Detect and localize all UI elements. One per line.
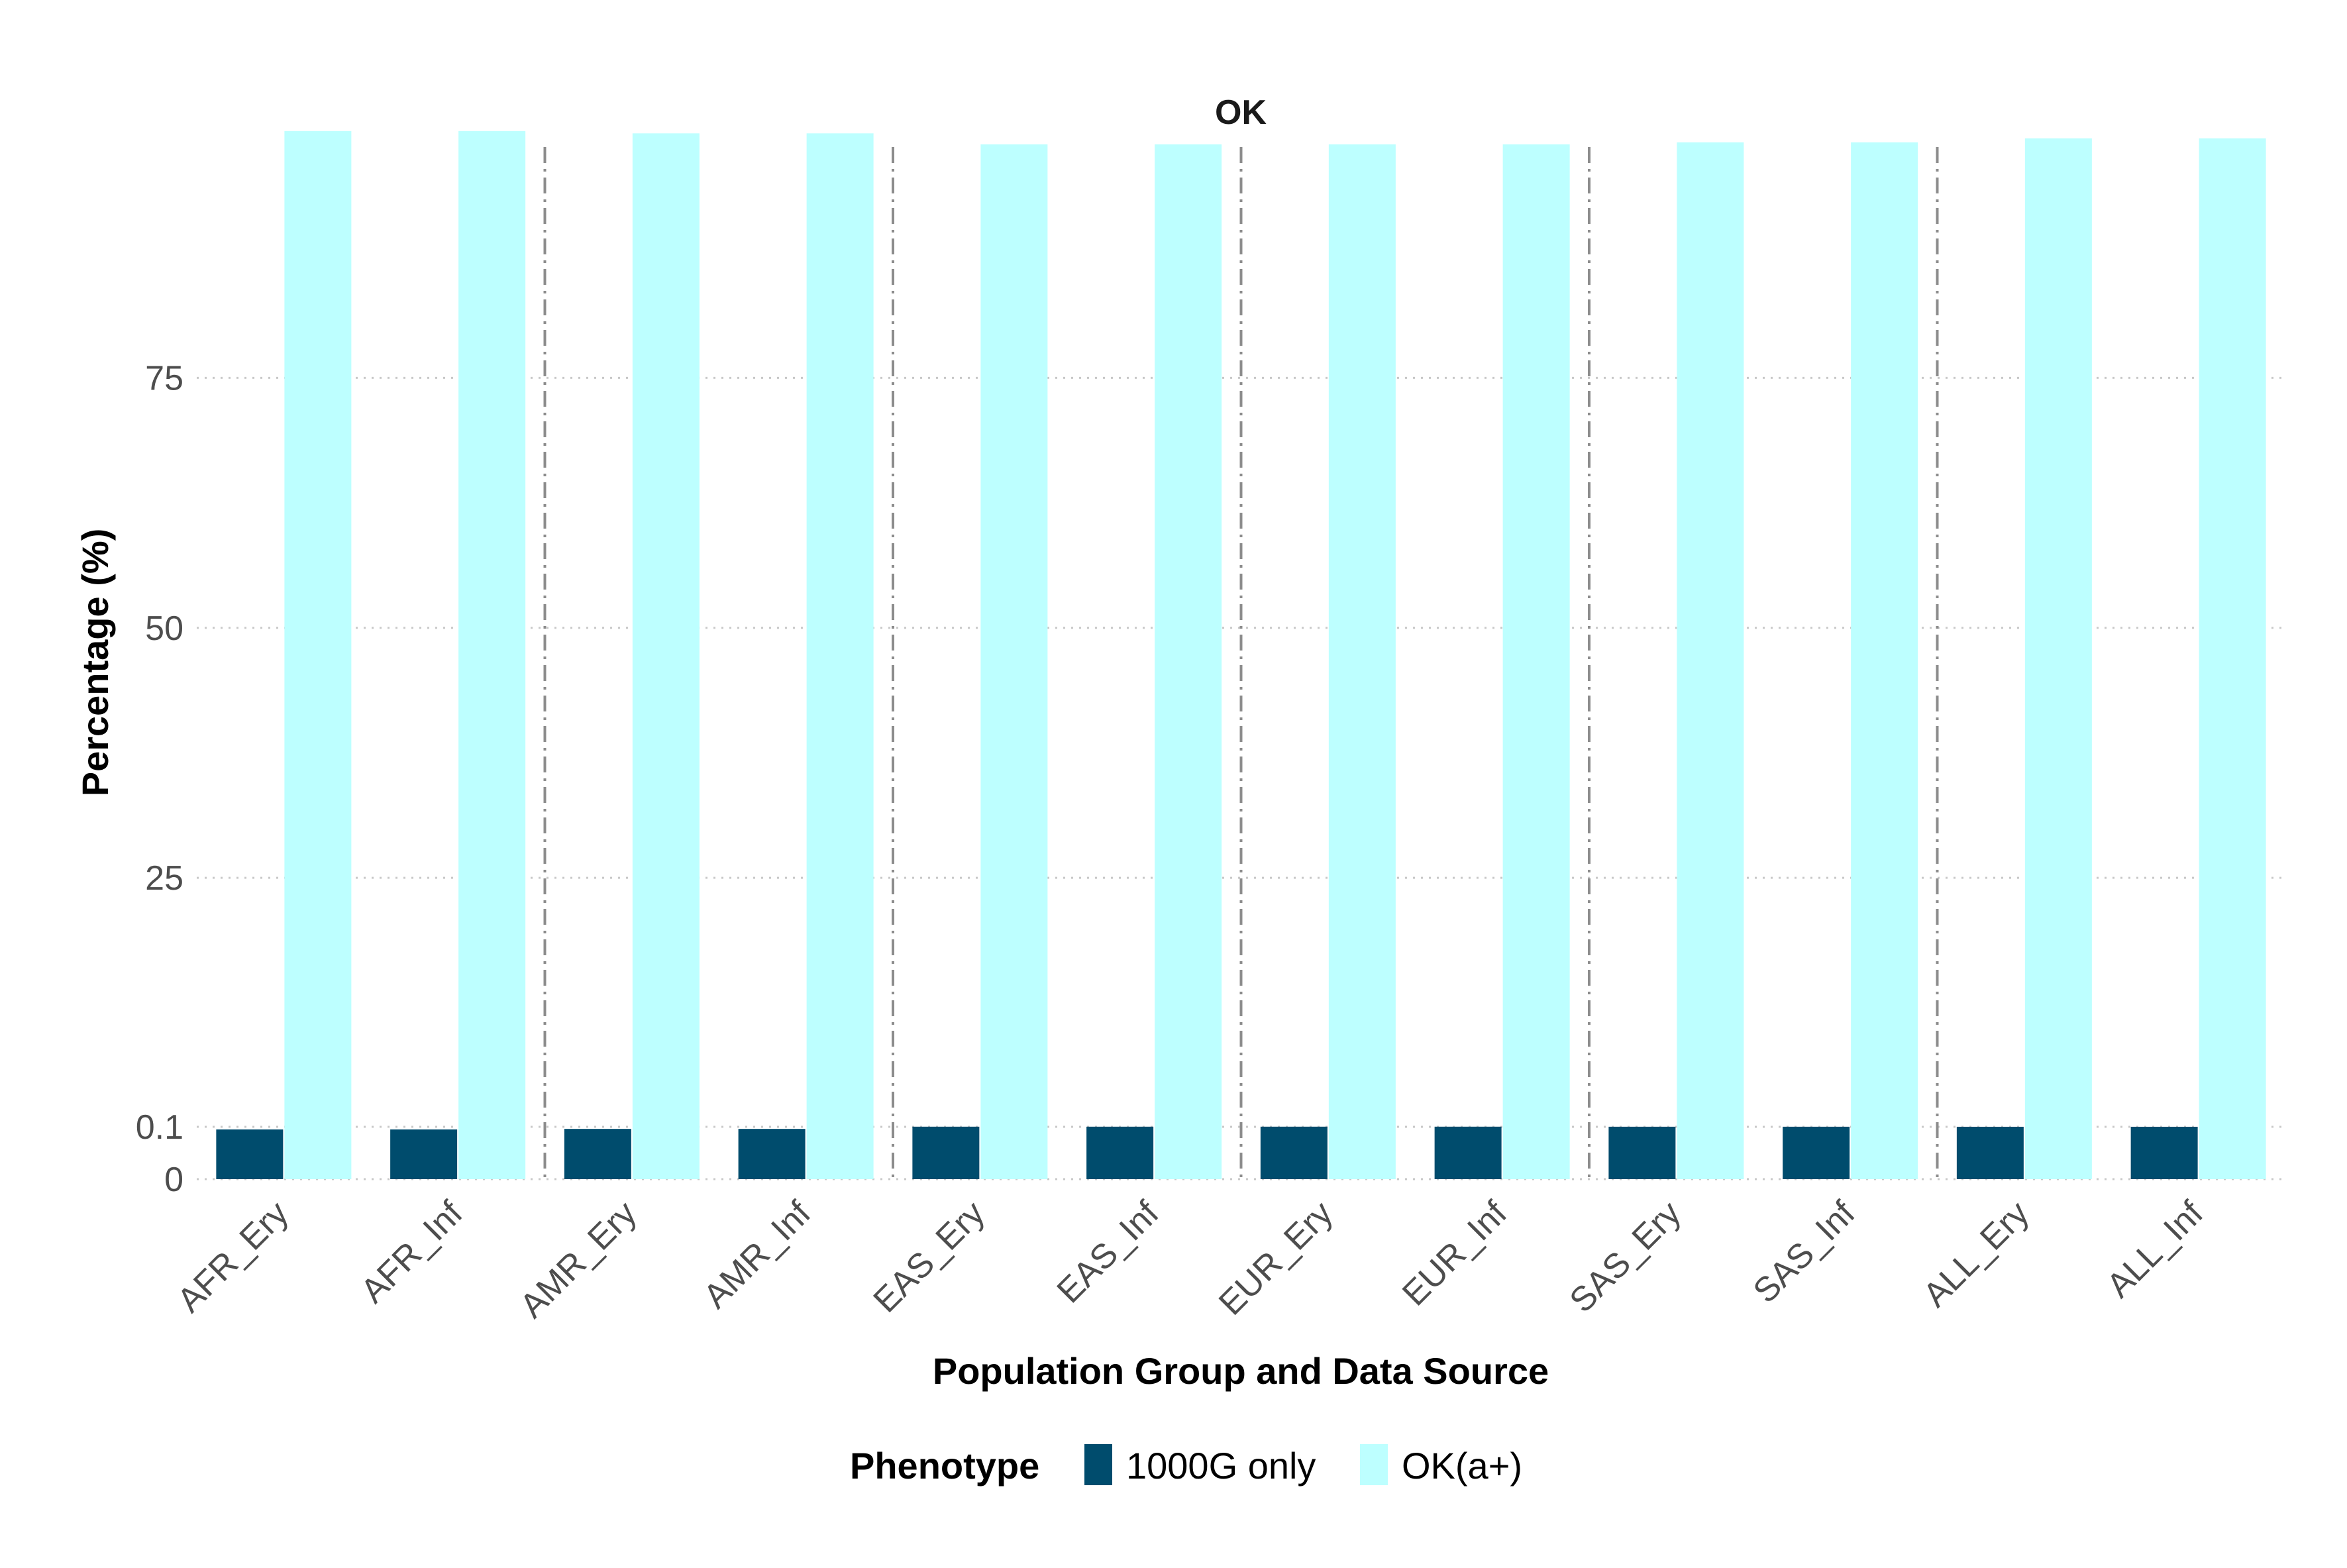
- bar-all-ery-ok-a: [2024, 138, 2092, 1179]
- bar-amr-inf-1000g-only: [738, 1129, 806, 1179]
- bar-amr-ery-1000g-only: [564, 1129, 631, 1179]
- bar-amr-inf-ok-a: [806, 133, 874, 1180]
- bar-all-inf-ok-a: [2199, 138, 2266, 1179]
- bar-sas-inf-ok-a: [1851, 142, 1918, 1179]
- chart-title: OK: [1215, 93, 1267, 132]
- bar-amr-ery-ok-a: [632, 133, 700, 1180]
- legend-key-ok-a-plus: [1360, 1444, 1388, 1485]
- y-tick-label-50: 50: [145, 609, 183, 648]
- group-separators: [543, 147, 1939, 1179]
- y-axis-ticks: 0 0.1 25 50 75: [136, 359, 183, 1199]
- y-tick-label-0-1: 0.1: [136, 1108, 183, 1147]
- y-tick-label-0: 0: [164, 1161, 183, 1199]
- bar-afr-inf-1000g-only: [390, 1129, 458, 1179]
- bar-sas-ery-1000g-only: [1608, 1126, 1676, 1179]
- legend-label-ok-a-plus: OK(a+): [1402, 1445, 1522, 1487]
- bar-eur-inf-ok-a: [1502, 144, 1570, 1180]
- bar-eas-ery-1000g-only: [912, 1126, 980, 1179]
- bar-eas-ery-ok-a: [980, 144, 1048, 1180]
- bar-afr-ery-ok-a: [284, 131, 352, 1179]
- bar-layer: [216, 131, 2266, 1180]
- bar-afr-inf-ok-a: [458, 131, 526, 1179]
- y-tick-label-25: 25: [145, 859, 183, 898]
- bar-eur-ery-1000g-only: [1260, 1126, 1328, 1179]
- x-axis-title: Population Group and Data Source: [933, 1350, 1549, 1392]
- bar-all-ery-1000g-only: [1956, 1126, 2024, 1179]
- legend: Phenotype 1000G only OK(a+): [850, 1444, 1522, 1487]
- y-tick-label-75: 75: [145, 359, 183, 397]
- bar-afr-ery-1000g-only: [216, 1129, 284, 1179]
- bar-eas-inf-ok-a: [1155, 144, 1222, 1180]
- bar-sas-ery-ok-a: [1677, 142, 1744, 1179]
- legend-title: Phenotype: [850, 1445, 1039, 1487]
- legend-label-1000g-only: 1000G only: [1126, 1445, 1316, 1487]
- bar-eur-ery-ok-a: [1328, 144, 1396, 1180]
- bar-eas-inf-1000g-only: [1086, 1126, 1154, 1179]
- legend-key-1000g-only: [1084, 1444, 1112, 1485]
- bar-sas-inf-1000g-only: [1783, 1126, 1850, 1179]
- y-axis-title: Percentage (%): [74, 529, 116, 797]
- bar-all-inf-1000g-only: [2130, 1126, 2198, 1179]
- bar-eur-inf-1000g-only: [1434, 1126, 1502, 1179]
